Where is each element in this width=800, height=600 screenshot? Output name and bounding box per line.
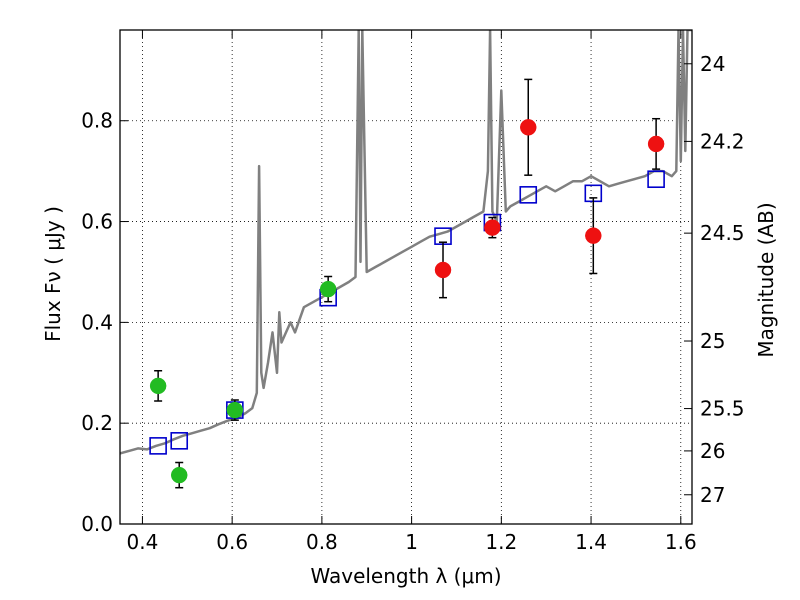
green-photometry-point	[226, 401, 244, 419]
right-tick-label: 27	[700, 483, 725, 507]
right-tick-label: 24.2	[700, 129, 745, 153]
red-photometry-point	[434, 261, 452, 279]
green-photometry-point	[319, 280, 337, 298]
x-tick-label: 1.6	[665, 530, 697, 554]
right-tick-label: 25.5	[700, 397, 745, 421]
x-tick-label: 0.8	[306, 530, 338, 554]
y-tick-label: 0.4	[81, 310, 113, 334]
model-flux-square	[519, 186, 538, 204]
gridlines	[120, 30, 692, 525]
model-flux-square	[170, 432, 189, 450]
photometry-layer	[149, 78, 665, 489]
red-photometry-point	[520, 119, 537, 136]
y-tick-label: 0.2	[81, 411, 113, 435]
axis-ticks: 0.4 0.6 0.8 1 1.2 1.4 1.6 0.0 0.2 0.4 0.6 0.8 24 24.2…	[81, 30, 745, 554]
x-tick-label: 1.2	[485, 530, 517, 554]
y-axis-label: Flux Fν ( μJy )	[41, 206, 65, 342]
red-photometry-point	[484, 219, 501, 236]
model-flux-square	[647, 170, 665, 189]
y-tick-label: 0.8	[81, 109, 113, 133]
right-axis-label: Magnitude (AB)	[754, 202, 778, 357]
x-tick-label: 1.4	[575, 530, 607, 554]
right-tick-label: 25	[700, 329, 725, 353]
right-tick-label: 26	[700, 439, 725, 463]
green-photometry-point	[149, 377, 167, 395]
model-flux-square	[149, 437, 167, 455]
y-tick-label: 0.0	[81, 512, 113, 536]
y-tick-label: 0.6	[81, 210, 113, 234]
x-tick-label: 0.6	[216, 530, 248, 554]
right-tick-label: 24.5	[700, 221, 745, 245]
model-spectrum-layer	[120, 30, 692, 455]
model-spectrum-line	[120, 30, 692, 455]
x-tick-label: 0.4	[127, 530, 159, 554]
x-axis-label: Wavelength λ (μm)	[310, 564, 501, 588]
plot-frame	[119, 29, 693, 525]
red-photometry-point	[647, 135, 665, 153]
green-photometry-point	[170, 466, 188, 484]
right-tick-label: 24	[700, 52, 725, 76]
x-tick-label: 1	[405, 530, 418, 554]
red-photometry-point	[585, 227, 602, 244]
